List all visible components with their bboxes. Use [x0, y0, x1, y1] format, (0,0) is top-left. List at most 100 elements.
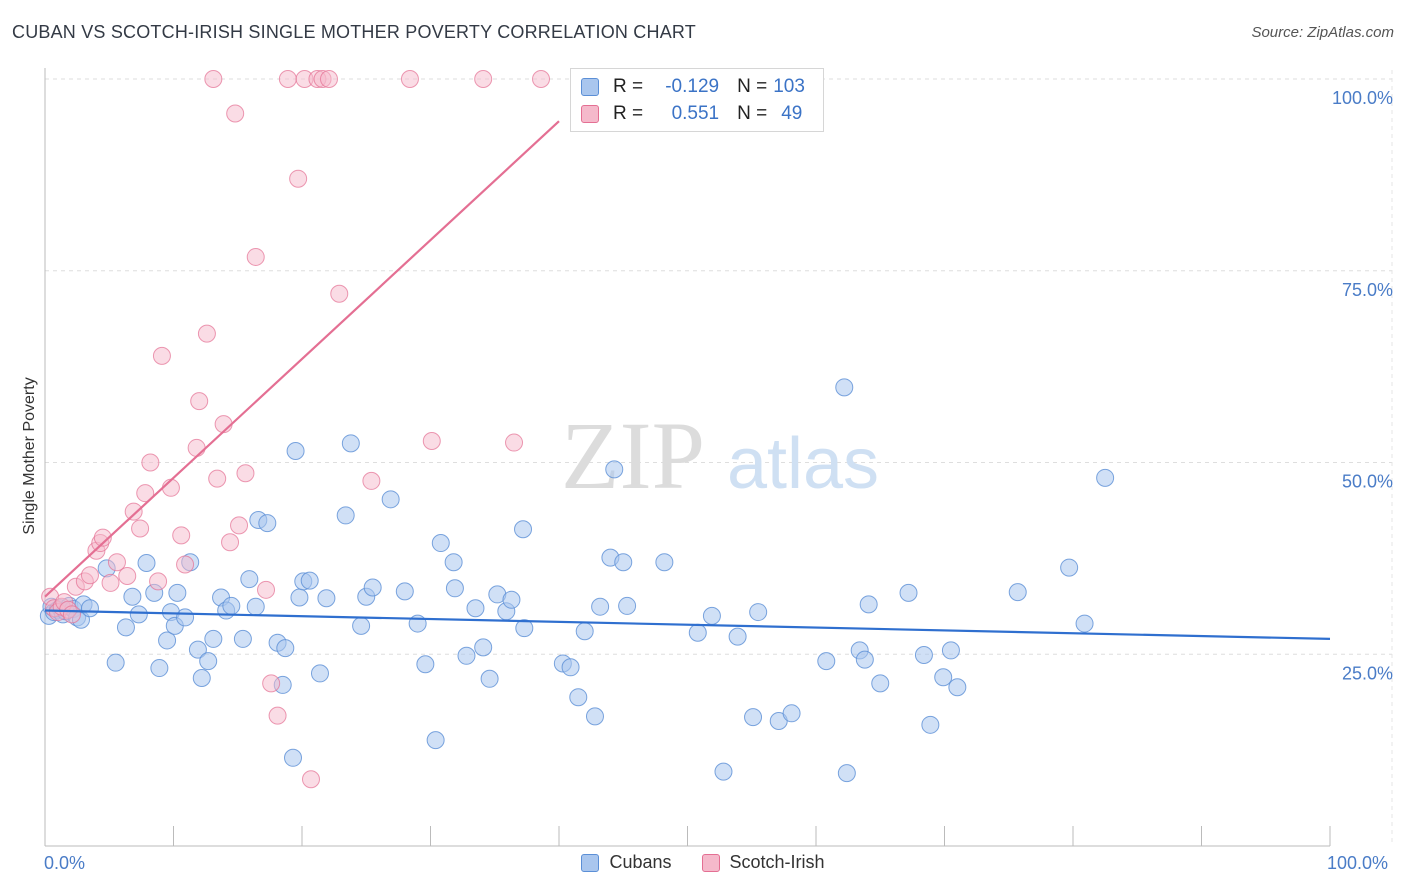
correlation-legend: R = -0.129 N = 103 R = 0.551 N = 49 — [570, 68, 824, 132]
trend-lines — [44, 120, 1331, 641]
data-point-scotch-irish — [107, 553, 126, 572]
legend-swatch-cubans — [581, 853, 600, 872]
data-point-cubans — [605, 460, 624, 479]
data-point-cubans — [284, 748, 303, 767]
axes — [44, 68, 1331, 847]
data-point-scotch-irish — [80, 566, 99, 585]
data-point-scotch-irish — [131, 519, 150, 538]
data-point-scotch-irish — [118, 567, 137, 586]
data-point-scotch-irish — [197, 324, 216, 343]
legend-r-value: -0.129 — [665, 76, 720, 97]
data-point-scotch-irish — [101, 573, 120, 592]
data-point-cubans — [129, 605, 148, 624]
data-point-cubans — [855, 650, 874, 669]
data-point-cubans — [466, 599, 485, 618]
legend-r-label: R = — [613, 76, 644, 97]
y-tick-labels: 25.0% 50.0% 75.0% 100.0% — [1332, 88, 1393, 683]
data-point-scotch-irish — [400, 70, 419, 88]
data-point-cubans — [106, 653, 125, 672]
data-point-cubans — [444, 553, 463, 572]
y-tick-label: 75.0% — [1342, 280, 1393, 300]
data-point-cubans — [480, 669, 499, 688]
data-point-scotch-irish — [422, 432, 441, 451]
data-point-scotch-irish — [278, 70, 297, 88]
data-point-cubans — [431, 534, 450, 553]
data-point-cubans — [728, 627, 747, 646]
data-point-cubans — [614, 553, 633, 572]
data-point-cubans — [782, 704, 801, 723]
data-point-scotch-irish — [301, 770, 320, 789]
data-point-cubans — [837, 764, 856, 783]
watermark-zip: ZIP — [561, 402, 705, 509]
data-point-scotch-irish — [362, 471, 381, 490]
data-point-cubans — [246, 597, 265, 616]
legend-row-scotch-irish: R = 0.551 N = 49 — [581, 101, 802, 127]
data-point-scotch-irish — [262, 674, 281, 693]
data-point-scotch-irish — [226, 104, 245, 123]
data-point-cubans — [914, 646, 933, 665]
data-point-cubans — [137, 553, 156, 572]
data-point-cubans — [336, 506, 355, 525]
legend-n-label: N = — [737, 103, 768, 124]
data-point-cubans — [1075, 614, 1094, 633]
legend-item-scotch-irish[interactable]: Scotch-Irish — [701, 852, 825, 873]
data-point-scotch-irish — [190, 392, 209, 411]
legend-label-scotch-irish: Scotch-Irish — [729, 852, 825, 872]
data-point-scotch-irish — [62, 605, 81, 624]
data-point-cubans — [948, 678, 967, 697]
x-tick-label-max: 100.0% — [1327, 853, 1389, 873]
data-point-cubans — [116, 618, 135, 637]
data-point-cubans — [363, 578, 382, 597]
legend-item-cubans[interactable]: Cubans — [581, 852, 672, 873]
data-point-cubans — [80, 599, 99, 618]
data-point-cubans — [381, 490, 400, 509]
data-point-cubans — [744, 708, 763, 727]
watermark: ZIP atlas — [561, 402, 879, 509]
source-label: Source: ZipAtlas.com — [1251, 24, 1394, 41]
data-point-cubans — [934, 668, 953, 687]
data-point-cubans — [416, 655, 435, 674]
data-point-cubans — [688, 623, 707, 642]
data-point-scotch-irish — [187, 438, 206, 457]
data-point-scotch-irish — [152, 346, 171, 365]
chart-title: CUBAN VS SCOTCH-IRISH SINGLE MOTHER POVE… — [12, 22, 696, 42]
data-point-scotch-irish — [268, 706, 287, 725]
data-point-scotch-irish — [208, 469, 227, 488]
data-point-cubans — [222, 596, 241, 615]
watermark-atlas: atlas — [727, 424, 879, 504]
legend-n-value: 103 — [773, 76, 805, 97]
data-point-cubans — [514, 520, 533, 539]
series-scotch-irish-points — [41, 70, 551, 789]
data-point-cubans — [899, 583, 918, 602]
data-point-scotch-irish — [176, 555, 195, 574]
data-point-cubans — [188, 640, 207, 659]
data-point-cubans — [168, 583, 187, 602]
data-point-scotch-irish — [93, 528, 112, 547]
data-point-scotch-irish — [474, 70, 493, 88]
data-point-cubans — [941, 641, 960, 660]
data-point-cubans — [1096, 468, 1115, 487]
data-point-scotch-irish — [124, 502, 143, 521]
data-point-cubans — [1060, 558, 1079, 577]
data-point-scotch-irish — [330, 284, 349, 303]
data-point-cubans — [591, 597, 610, 616]
data-point-cubans — [1008, 583, 1027, 602]
data-point-cubans — [859, 595, 878, 614]
data-point-scotch-irish — [230, 516, 249, 535]
data-point-cubans — [192, 669, 211, 688]
data-point-cubans — [575, 622, 594, 641]
data-point-cubans — [286, 441, 305, 460]
data-point-scotch-irish — [141, 453, 160, 472]
data-point-cubans — [341, 434, 360, 453]
data-point-cubans — [921, 715, 940, 734]
data-point-scotch-irish — [161, 478, 180, 497]
data-point-scotch-irish — [221, 533, 240, 552]
data-point-cubans — [817, 652, 836, 671]
trend-line-cubans — [44, 609, 1331, 641]
data-point-cubans — [204, 629, 223, 648]
data-point-cubans — [123, 587, 142, 606]
data-point-scotch-irish — [289, 169, 308, 188]
data-point-cubans — [233, 629, 252, 648]
legend-n-value: 49 — [781, 103, 803, 124]
